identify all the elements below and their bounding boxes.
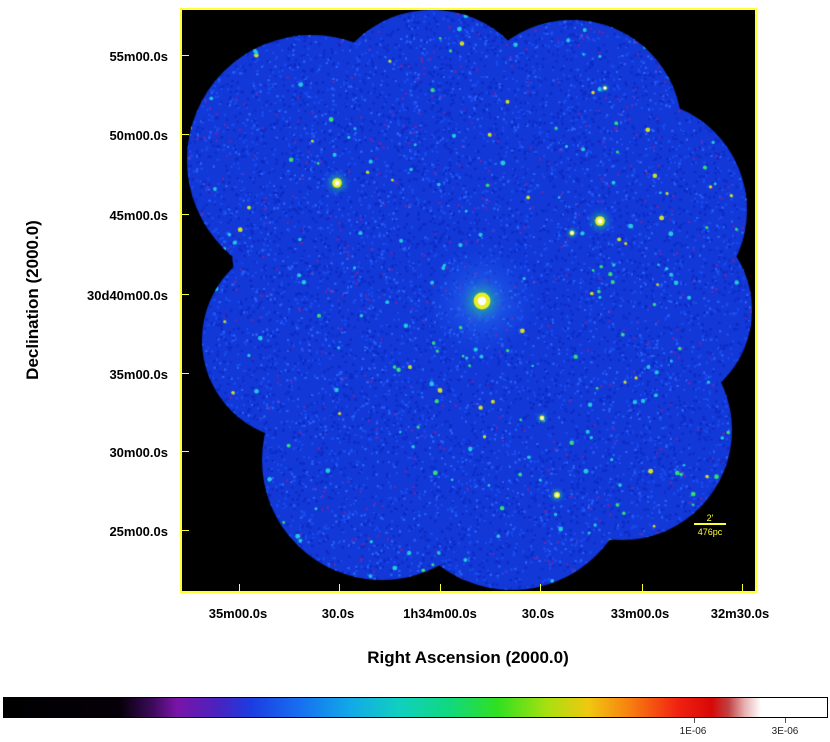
frame-tick <box>239 584 240 591</box>
frame-tick <box>182 530 189 531</box>
frame-tick <box>642 584 643 591</box>
frame-tick <box>182 134 189 135</box>
frame-tick <box>182 451 189 452</box>
frame-tick <box>540 584 541 591</box>
x-tick-label: 30.0s <box>321 606 355 621</box>
colorbar <box>3 697 828 718</box>
frame-tick <box>339 584 340 591</box>
frame-tick <box>182 55 189 56</box>
y-tick-label: 30d40m00.0s <box>87 288 168 303</box>
scale-bar-physical: 476pc <box>697 527 723 537</box>
frame-tick <box>440 584 441 591</box>
frame-tick <box>182 373 189 374</box>
y-tick-label: 50m00.0s <box>109 128 168 143</box>
frame-tick <box>182 214 189 215</box>
colorbar-label: 1E-06 <box>679 726 707 737</box>
colorbar-label: 3E-06 <box>771 726 799 737</box>
y-tick-label: 55m00.0s <box>109 49 168 64</box>
x-tick-label: 1h34m00.0s <box>403 606 477 621</box>
colorbar-tick <box>785 718 786 723</box>
sky-image-panel: 2' 476pc <box>180 8 757 593</box>
x-tick-label: 35m00.0s <box>208 606 268 621</box>
x-axis-title: Right Ascension (2000.0) <box>367 648 569 667</box>
y-tick-label: 35m00.0s <box>109 367 168 382</box>
x-tick-label: 33m00.0s <box>610 606 670 621</box>
scale-bar-angular: 2' <box>706 513 714 523</box>
colorbar-tick <box>694 718 695 723</box>
scale-bar-line <box>694 523 726 525</box>
frame-tick <box>742 584 743 591</box>
frame-tick <box>182 294 189 295</box>
x-tick-label: 30.0s <box>521 606 555 621</box>
y-tick-label: 30m00.0s <box>109 445 168 460</box>
y-axis-title: Declination (2000.0) <box>23 220 42 380</box>
y-tick-label: 45m00.0s <box>109 208 168 223</box>
y-tick-label: 25m00.0s <box>109 524 168 539</box>
x-tick-label: 32m30.0s <box>710 606 770 621</box>
xray-mosaic-image <box>182 10 755 591</box>
